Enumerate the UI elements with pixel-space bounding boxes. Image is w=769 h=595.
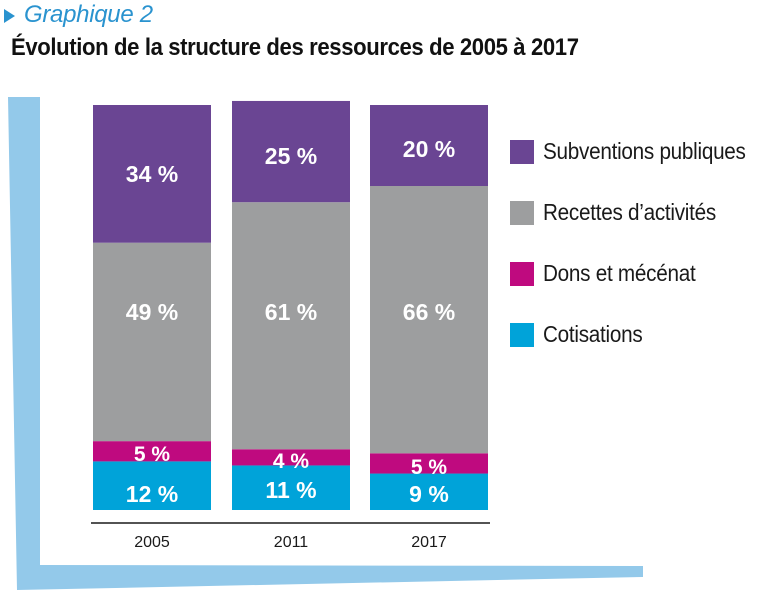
data-label: 49 % xyxy=(126,299,178,325)
bar-segment-2005-recettes-d-activit-s xyxy=(93,242,211,442)
data-label: 20 % xyxy=(403,136,455,162)
chart-kicker: Graphique 2 xyxy=(4,1,153,28)
legend-item: Subventions publiques xyxy=(510,138,768,165)
bar-segment-2011-subventions-publiques xyxy=(232,100,350,203)
bar-2011: 11 % 4 % 61 % 25 % xyxy=(232,100,350,510)
x-tick-label-2011: 2011 xyxy=(274,534,309,551)
chevron-right-icon xyxy=(4,9,15,23)
data-label: 5 % xyxy=(134,443,171,466)
chart-title: Évolution de la structure des ressources… xyxy=(11,34,579,61)
bar-segment-2005-subventions-publiques xyxy=(93,105,211,243)
x-tick-label-2017: 2017 xyxy=(411,534,447,551)
bar-segment-2017-dons-et-m-c-nat xyxy=(370,453,488,474)
bar-segment-2005-dons-et-m-c-nat xyxy=(93,441,211,462)
data-label: 12 % xyxy=(126,481,178,507)
data-label: 4 % xyxy=(273,450,310,473)
x-tick-labels: 2005 2011 2017 xyxy=(134,534,447,551)
chart-number: Graphique 2 xyxy=(24,1,153,28)
data-label: 61 % xyxy=(265,299,317,325)
data-label: 5 % xyxy=(411,456,448,479)
bar-segment-2005-cotisations xyxy=(93,461,211,510)
legend-swatch xyxy=(510,139,534,164)
data-label: 11 % xyxy=(265,477,316,503)
legend-item: Recettes d’activités xyxy=(510,199,735,226)
data-label: 66 % xyxy=(403,299,455,325)
legend-label: Subventions publiques xyxy=(543,138,746,164)
data-label: 25 % xyxy=(265,143,317,169)
bar-2017: 9 %5 % 66 % 20 % xyxy=(370,105,488,510)
bar-segment-2017-recettes-d-activit-s xyxy=(370,186,488,454)
legend-item: Dons et mécénat xyxy=(510,260,712,287)
bar-2005: 12 % 5 % 49 % 34 % xyxy=(93,105,211,510)
data-label: 34 % xyxy=(126,161,178,187)
bar-segment-2011-dons-et-m-c-nat xyxy=(232,449,350,466)
x-tick-label-2005: 2005 xyxy=(134,534,170,551)
legend-swatch xyxy=(510,322,534,347)
legend-swatch xyxy=(510,200,534,225)
data-label: 9 % xyxy=(409,481,449,507)
bar-segment-2011-cotisations xyxy=(232,465,350,510)
bar-segment-2017-subventions-publiques xyxy=(370,105,488,186)
bar-segment-2011-recettes-d-activit-s xyxy=(232,202,350,450)
legend-swatch xyxy=(510,261,534,286)
legend-label: Cotisations xyxy=(543,321,643,347)
bars-group: 12 %5 %49 %34 %11 %4 %61 %25 %9 %5 %66 %… xyxy=(93,100,488,510)
legend-label: Dons et mécénat xyxy=(543,260,696,286)
legend-label: Recettes d’activités xyxy=(543,199,716,225)
legend-item: Cotisations xyxy=(510,321,653,348)
bar-segment-2017-cotisations xyxy=(370,473,488,510)
